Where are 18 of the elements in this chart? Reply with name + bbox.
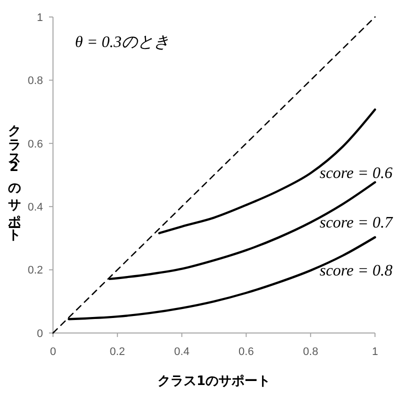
x-tick-label: 1: [372, 346, 378, 358]
y-tick-label: 0: [36, 328, 43, 340]
y-axis-title: クラス2のサポート: [6, 115, 22, 241]
y-tick-label: 0.8: [28, 75, 43, 88]
x-tick-label: 0.8: [302, 346, 318, 358]
x-tick-label: 0: [50, 346, 56, 358]
x-axis-title: クラス1のサポート: [157, 374, 271, 389]
y-tick-label: 0.6: [28, 138, 43, 150]
y-tick-label: 0.4: [28, 201, 43, 214]
x-tick-label: 0.6: [238, 346, 254, 358]
x-tick-label: 0.2: [110, 346, 126, 358]
y-tick-label: 0.2: [28, 264, 43, 277]
series-label: score = 0.7: [320, 214, 394, 232]
y-tick-label: 1: [36, 12, 43, 24]
x-tick-label: 0.4: [174, 346, 190, 358]
series-label: score = 0.8: [320, 262, 392, 280]
annotation: θ = 0.3のとき: [75, 34, 170, 51]
series-label: score = 0.6: [320, 165, 392, 182]
